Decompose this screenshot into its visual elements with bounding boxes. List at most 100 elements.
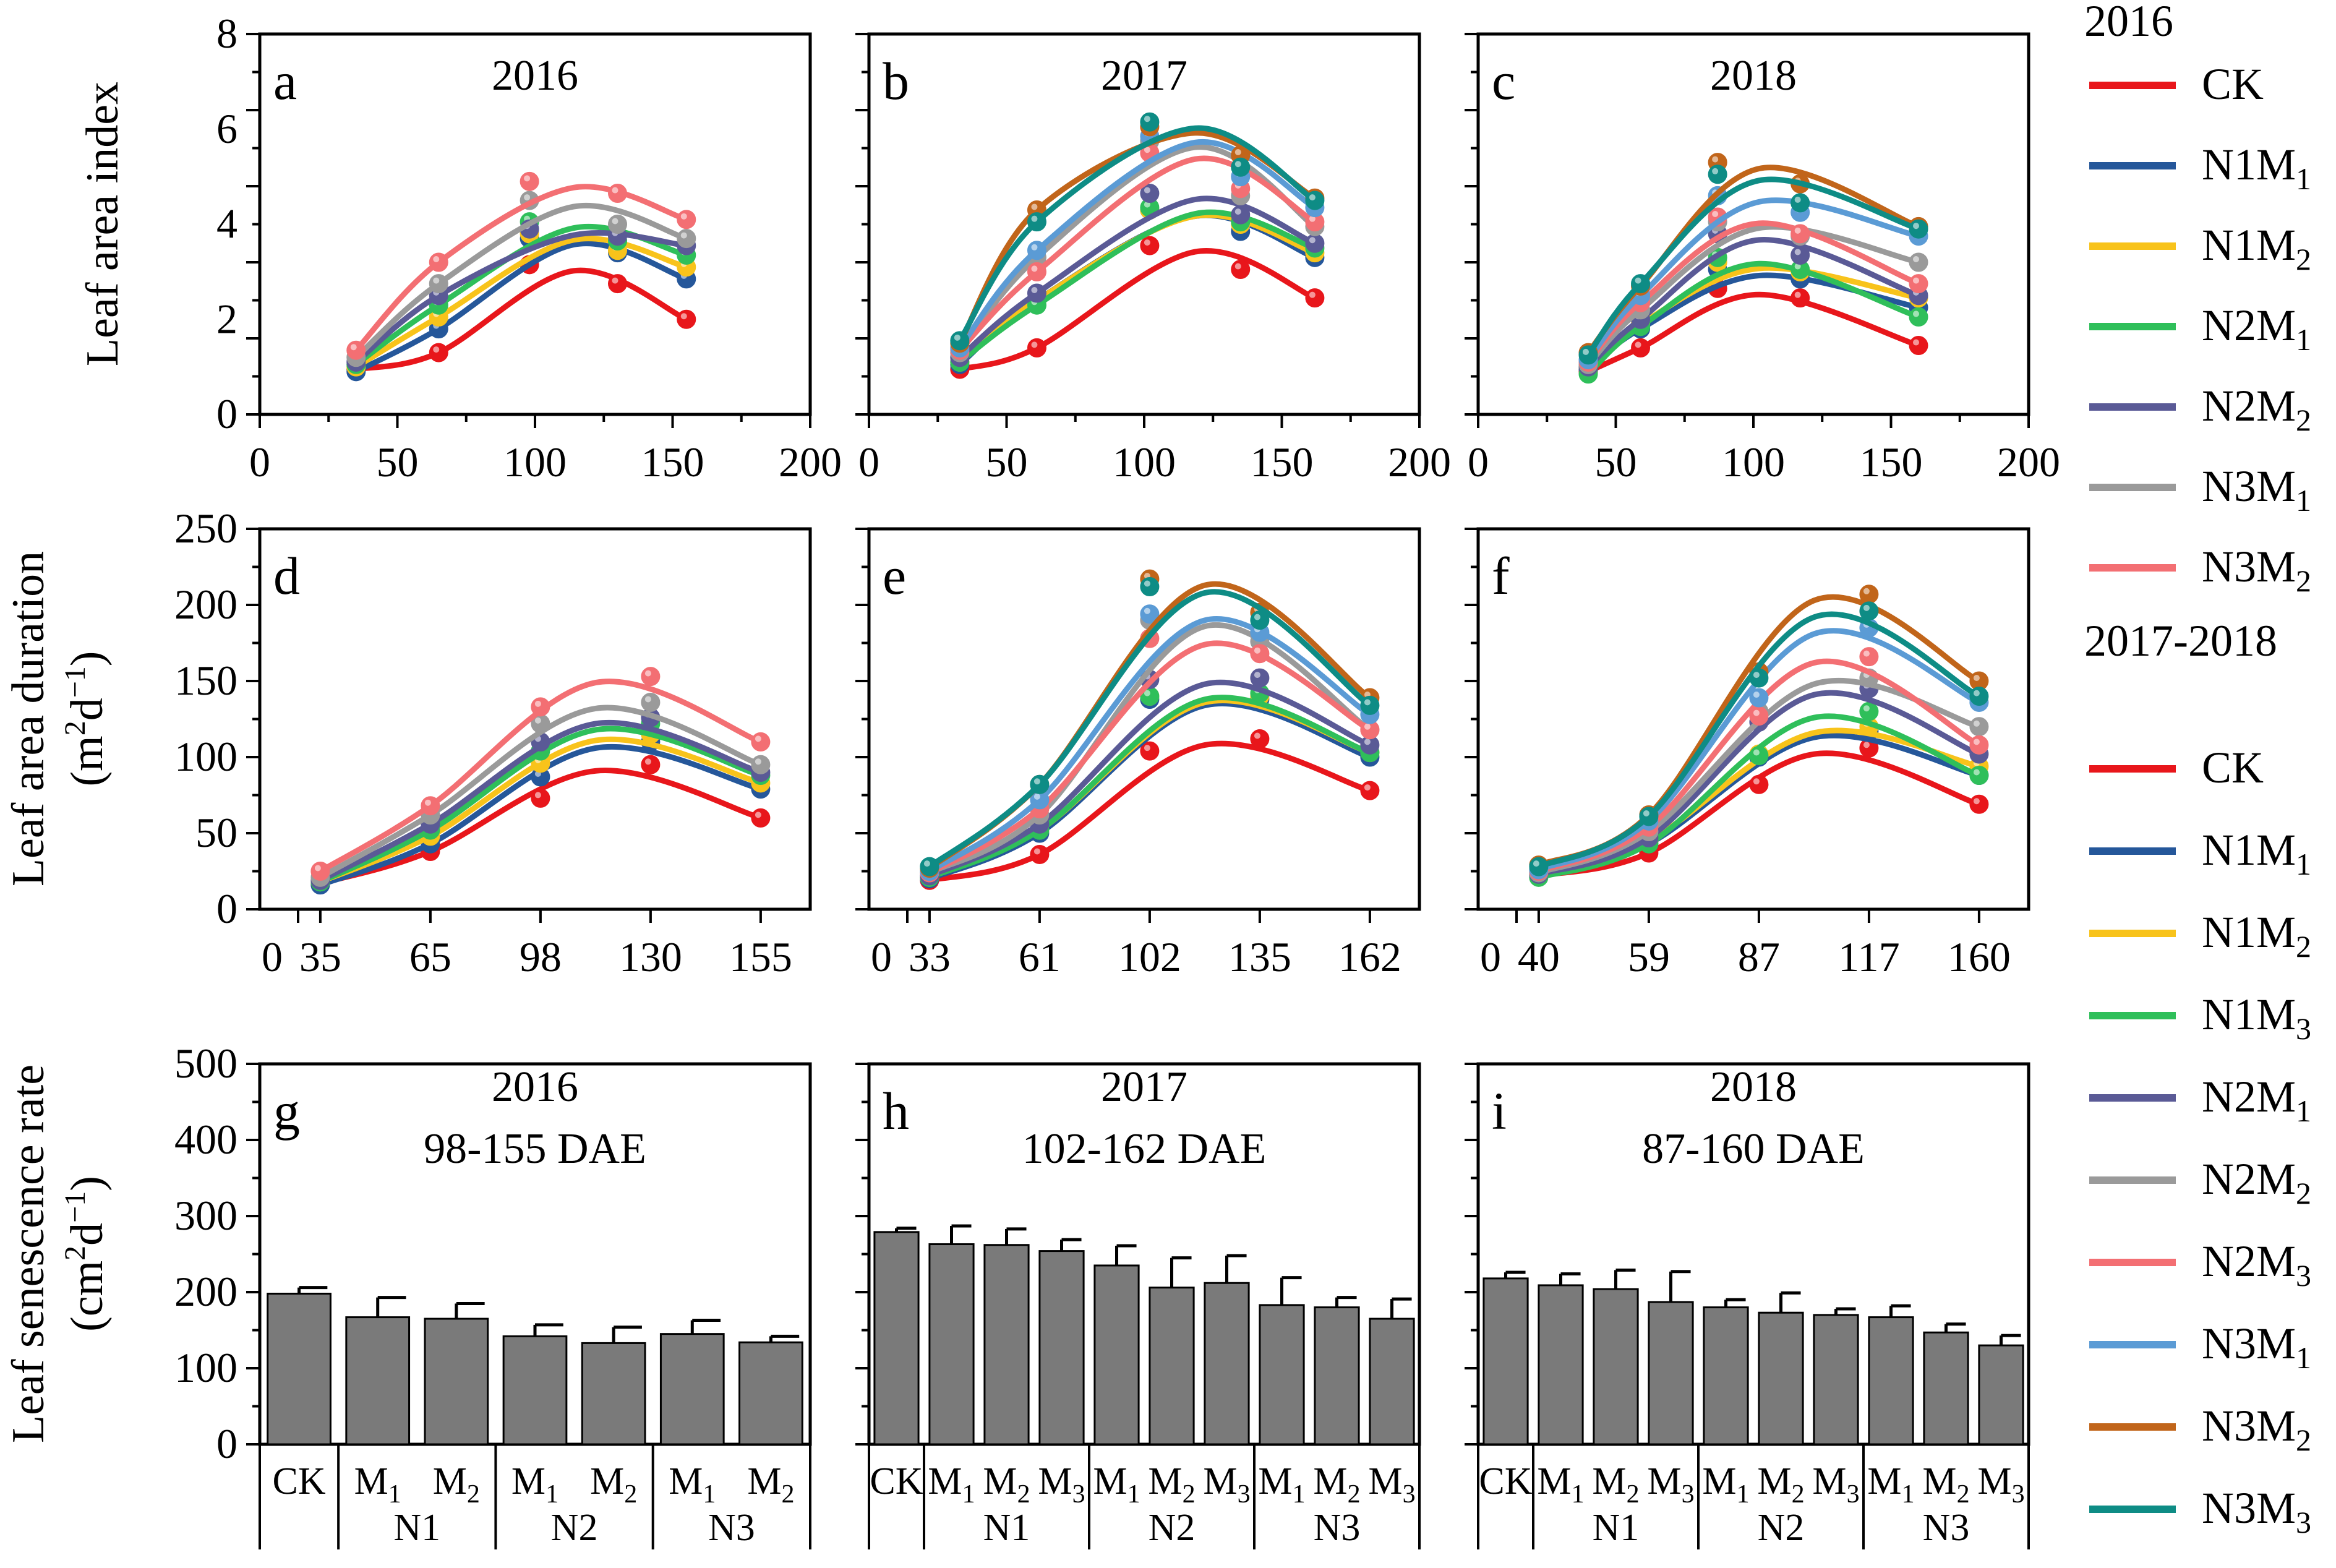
bar-4	[1703, 1306, 1749, 1446]
data-point-N3M3	[1749, 668, 1769, 688]
category-main: M	[433, 1460, 467, 1502]
legend-label-main: N1M	[2202, 825, 2296, 875]
data-point-N3M1	[1027, 241, 1046, 260]
legend-label-main: N3M	[2202, 1319, 2296, 1368]
data-point-highlight	[433, 256, 440, 262]
category-main: M	[511, 1460, 545, 1502]
data-point-highlight	[433, 277, 440, 284]
panel-title: 2018	[1710, 1063, 1797, 1111]
series-line-N3M3	[1536, 611, 1982, 870]
category-label: CK	[1479, 1460, 1532, 1502]
data-point-highlight	[534, 700, 541, 707]
category-main: M	[1867, 1460, 1901, 1502]
category-sub: 2	[1957, 1480, 1970, 1509]
data-point-CK	[1250, 729, 1270, 748]
unit-part: )	[62, 651, 113, 667]
data-point-N3M3	[1305, 191, 1325, 210]
panel-label: f	[1492, 546, 1510, 606]
panel-c: c 0 50 100 150 200 2018	[1465, 32, 2060, 486]
x-tick-label: 135	[1228, 933, 1291, 980]
bar-0	[267, 1292, 332, 1446]
data-point-highlight	[755, 812, 761, 818]
legend-label-sub: 3	[2296, 1505, 2311, 1540]
series-line-N2M1	[317, 720, 764, 883]
category-main: M	[1702, 1460, 1736, 1502]
data-point-highlight	[1753, 672, 1760, 679]
legend-label-sub: 2	[2296, 242, 2311, 276]
legend-label: N2M2	[2202, 381, 2311, 437]
data-point-N2M3	[1791, 224, 1810, 244]
x-tick-label: 102	[1118, 933, 1181, 980]
bar-1	[928, 1243, 975, 1446]
x-tick-label: 200	[1388, 439, 1451, 486]
bar-6	[1813, 1314, 1859, 1446]
bar-0	[1482, 1277, 1529, 1446]
unit-part: d	[62, 1223, 113, 1246]
data-point-N2M3	[310, 862, 330, 881]
series-line-N2M1	[1536, 690, 1982, 877]
category-sub: 3	[1072, 1480, 1085, 1509]
data-point-N3M3	[1140, 112, 1160, 132]
data-point-highlight	[534, 717, 541, 724]
category-sub: 2	[467, 1480, 480, 1509]
category-label: M1	[669, 1460, 716, 1509]
data-point-highlight	[314, 865, 321, 872]
x-tick-label: 59	[1628, 933, 1670, 980]
data-point-N2M3	[608, 184, 627, 203]
category-label: M3	[1038, 1460, 1085, 1509]
bar-3	[502, 1335, 568, 1446]
data-point-N2M2	[677, 229, 696, 249]
category-sub: 1	[1572, 1480, 1585, 1509]
y-axis-title: Leaf senescence rate	[3, 1065, 54, 1443]
series-line-N2M3	[926, 640, 1373, 876]
category-label: CK	[870, 1460, 923, 1502]
category-sub: 2	[624, 1480, 637, 1509]
data-point-CK	[1749, 774, 1769, 794]
data-point-N3M3	[1969, 687, 1989, 706]
category-main: M	[1258, 1460, 1292, 1502]
data-point-highlight	[1533, 860, 1539, 867]
data-point-highlight	[1031, 215, 1038, 222]
data-point-N3M3	[1791, 193, 1810, 213]
data-point-N2M3	[1749, 706, 1769, 726]
data-point-N2M2	[1969, 717, 1989, 737]
data-point-highlight	[1234, 161, 1241, 168]
unit-sup: −1	[59, 1191, 92, 1223]
series-line-N1M3	[317, 726, 764, 885]
panel-label: h	[883, 1081, 909, 1141]
legend-label-main: N2M	[2202, 1236, 2296, 1286]
category-main: M	[928, 1460, 962, 1502]
data-point-highlight	[1144, 690, 1150, 696]
category-main: M	[983, 1460, 1017, 1502]
category-main: CK	[1479, 1460, 1532, 1502]
data-point-highlight	[1254, 614, 1260, 620]
bar-3	[1038, 1250, 1085, 1446]
category-sub: 3	[2012, 1480, 2025, 1509]
bar-0	[873, 1231, 920, 1446]
data-point-highlight	[524, 175, 531, 182]
data-point-highlight	[1753, 749, 1760, 756]
data-point-highlight	[1031, 286, 1038, 293]
category-main: M	[1368, 1460, 1402, 1502]
data-point-highlight	[1973, 720, 1980, 727]
series-line-N3M1	[1536, 628, 1982, 873]
group-label: N2	[1149, 1507, 1196, 1549]
panel-f: f 0 40 59 87 117 160	[1465, 527, 2030, 980]
data-point-highlight	[424, 799, 431, 806]
data-point-CK	[641, 755, 661, 774]
series-line-N3M1	[926, 616, 1373, 874]
x-tick-label: 0	[858, 439, 879, 486]
data-point-highlight	[1033, 778, 1040, 785]
category-label: M1	[928, 1460, 975, 1509]
category-main: M	[1148, 1460, 1182, 1502]
x-tick-label: 100	[1722, 439, 1785, 486]
x-tick-label: 117	[1838, 933, 1899, 980]
data-point-N2M2	[429, 274, 448, 294]
bar-5	[1758, 1311, 1804, 1446]
legend-label-sub: 3	[2296, 1258, 2311, 1293]
bar-3	[1648, 1301, 1694, 1446]
series-line-N2M3	[353, 184, 690, 353]
data-point-highlight	[1031, 341, 1038, 348]
data-point-CK	[1305, 288, 1325, 308]
